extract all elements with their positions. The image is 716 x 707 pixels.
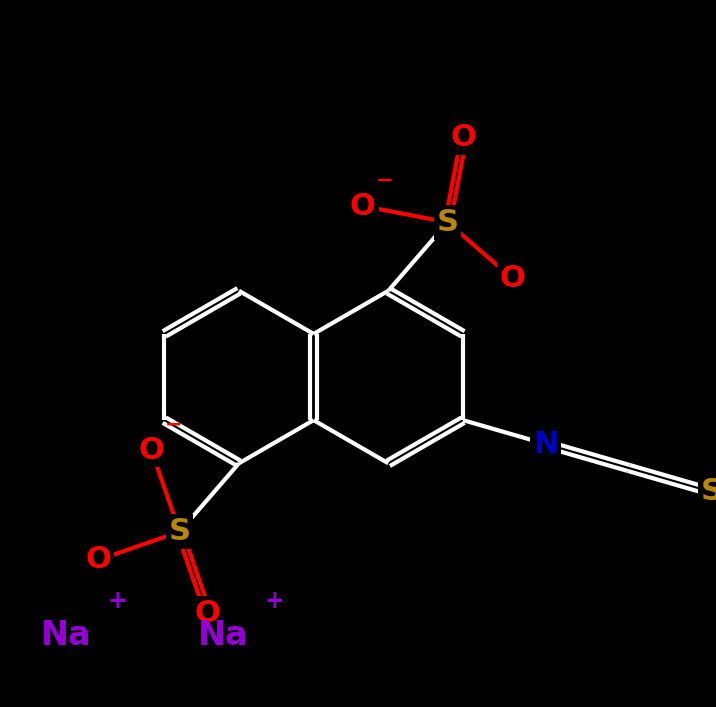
Text: O: O xyxy=(451,123,477,152)
Text: Na: Na xyxy=(42,619,92,653)
Text: S: S xyxy=(169,518,190,547)
Text: −: − xyxy=(165,414,183,435)
Text: O: O xyxy=(500,264,526,293)
Text: S: S xyxy=(437,208,459,237)
Text: O: O xyxy=(138,436,165,464)
Text: −: − xyxy=(376,170,394,190)
Text: +: + xyxy=(107,590,127,614)
Text: O: O xyxy=(85,546,111,575)
Text: S: S xyxy=(701,477,716,506)
Text: +: + xyxy=(264,590,284,614)
Text: N: N xyxy=(533,430,558,459)
Text: Na: Na xyxy=(198,619,248,653)
Text: O: O xyxy=(195,599,221,628)
Text: O: O xyxy=(350,192,376,221)
